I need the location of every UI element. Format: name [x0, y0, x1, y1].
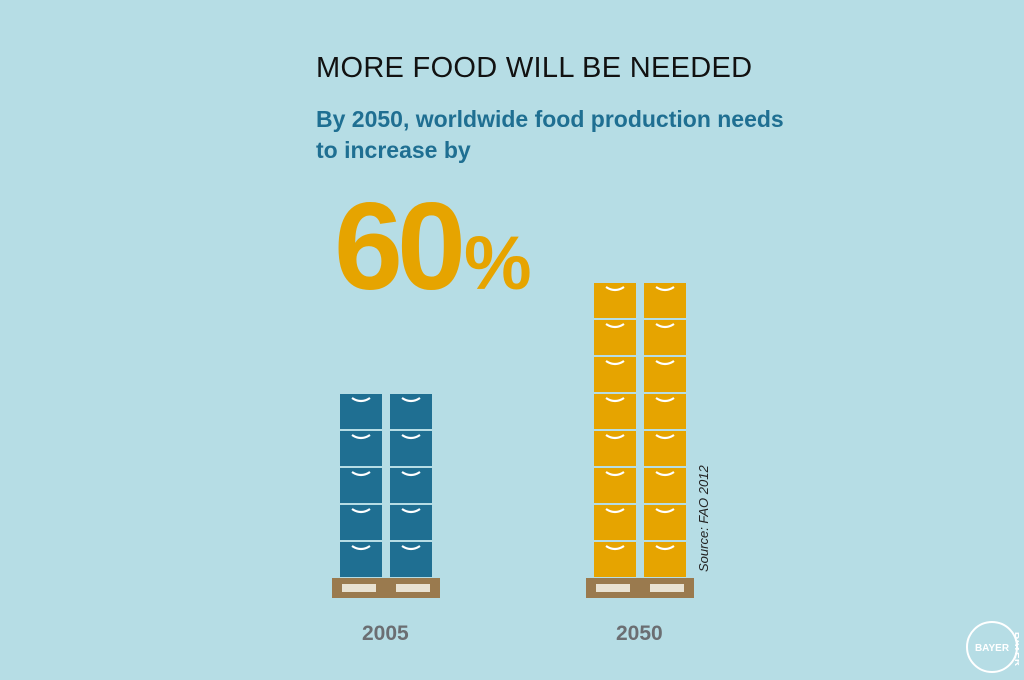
- bayer-cross-logo-icon: BAYER BAYER: [966, 621, 1019, 673]
- pallet-2050: [586, 578, 694, 598]
- subtitle: By 2050, worldwide food production needs…: [316, 106, 784, 163]
- category-label-2050: 2050: [616, 622, 663, 645]
- crate-2005: [390, 394, 432, 429]
- category-label-2005: 2005: [362, 622, 409, 645]
- crate-2005: [390, 505, 432, 540]
- crate-2050: [644, 320, 686, 355]
- crate-2050: [594, 394, 636, 429]
- crate-handle: [655, 397, 675, 403]
- crate-handle: [605, 545, 625, 551]
- crate-handle: [401, 545, 421, 551]
- crate-handle: [655, 471, 675, 477]
- crate-handle: [401, 508, 421, 514]
- crate-handle: [605, 508, 625, 514]
- crate-handle: [655, 323, 675, 329]
- crate-2050: [594, 505, 636, 540]
- crate-handle: [655, 360, 675, 366]
- crate-handle: [351, 545, 371, 551]
- crate-2050: [594, 431, 636, 466]
- crate-2050: [644, 357, 686, 392]
- crate-handle: [401, 434, 421, 440]
- crate-handle: [655, 508, 675, 514]
- crate-2050: [644, 542, 686, 577]
- crate-2005: [340, 542, 382, 577]
- source-note: Source: FAO 2012: [696, 465, 711, 572]
- crate-2005: [340, 505, 382, 540]
- crate-handle: [605, 323, 625, 329]
- crate-handle: [605, 286, 625, 292]
- crate-2005: [340, 468, 382, 503]
- pallet-slot: [396, 584, 430, 592]
- crate-handle: [351, 397, 371, 403]
- crate-handle: [401, 397, 421, 403]
- highlight-percentage: 60%: [334, 176, 532, 318]
- crate-2050: [594, 357, 636, 392]
- pallet-slot: [596, 584, 630, 592]
- crate-handle: [655, 434, 675, 440]
- crate-2050: [644, 468, 686, 503]
- crate-2050: [644, 505, 686, 540]
- crate-handle: [605, 434, 625, 440]
- crate-2050: [594, 542, 636, 577]
- page-title: MORE FOOD WILL BE NEEDED: [316, 52, 753, 84]
- crate-2050: [644, 394, 686, 429]
- crate-handle: [605, 360, 625, 366]
- crate-2050: [644, 283, 686, 318]
- crate-2050: [594, 468, 636, 503]
- pallet-slot: [342, 584, 376, 592]
- crate-2005: [390, 431, 432, 466]
- crate-handle: [401, 471, 421, 477]
- crate-2005: [340, 431, 382, 466]
- crate-2050: [594, 320, 636, 355]
- crate-2005: [390, 468, 432, 503]
- crate-2050: [644, 431, 686, 466]
- highlight-unit: %: [463, 221, 532, 306]
- crate-handle: [351, 434, 371, 440]
- crate-handle: [351, 508, 371, 514]
- logo-text-vertical: BAYER: [1012, 632, 1019, 667]
- crate-2005: [340, 394, 382, 429]
- highlight-number: 60: [334, 178, 466, 316]
- crate-handle: [605, 397, 625, 403]
- crate-handle: [655, 545, 675, 551]
- pallet-slot: [650, 584, 684, 592]
- crate-handle: [351, 471, 371, 477]
- crate-handle: [655, 286, 675, 292]
- crate-handle: [605, 471, 625, 477]
- crate-2005: [390, 542, 432, 577]
- crate-2050: [594, 283, 636, 318]
- pallet-2005: [332, 578, 440, 598]
- logo-text-horizontal: BAYER: [975, 643, 1010, 654]
